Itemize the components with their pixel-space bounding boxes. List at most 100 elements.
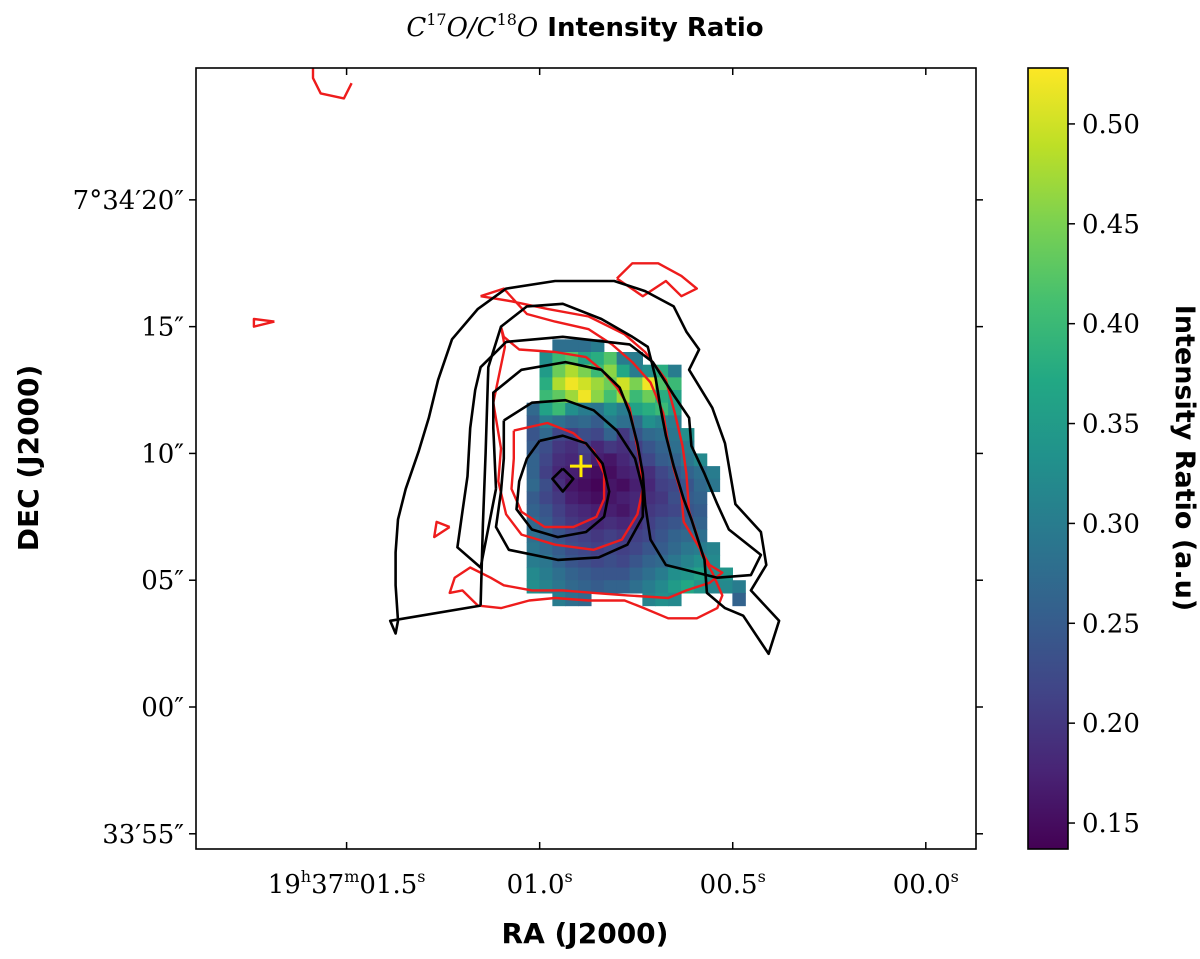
y-tick-label: 15″ (141, 313, 184, 343)
heatmap-pixel (642, 415, 656, 429)
peak-position-marker (569, 455, 592, 478)
heatmap-pixel (590, 428, 605, 442)
heatmap-pixel (655, 453, 669, 467)
heatmap-pixel (565, 491, 579, 505)
colorbar-tick-label: 0.30 (1082, 509, 1140, 539)
heatmap-pixel (578, 339, 592, 353)
heatmap-pixel (578, 567, 592, 581)
heatmap-pixel (616, 415, 631, 429)
heatmap-pixel (616, 478, 631, 493)
heatmap-pixel (539, 390, 553, 404)
red-contour (616, 262, 698, 298)
heatmap-pixel (668, 491, 682, 505)
heatmap-pixel (642, 554, 656, 569)
heatmap-pixel (552, 504, 566, 518)
heatmap-pixel (590, 580, 605, 594)
heatmap-pixel (590, 352, 605, 366)
heatmap-pixel (693, 504, 708, 518)
heatmap-pixel (706, 466, 721, 480)
chart-title: C17O/C18O Intensity Ratio (406, 10, 763, 43)
y-tick-label: 33′55″ (102, 820, 184, 850)
heatmap-pixel (539, 402, 553, 416)
heatmap-pixel (616, 453, 631, 467)
red-contour (492, 326, 644, 551)
heatmap-pixel (578, 580, 592, 594)
heatmap-pixel (642, 580, 656, 594)
heatmap-pixel (680, 466, 695, 480)
heatmap-pixel (655, 580, 669, 594)
heatmap-pixel (655, 567, 669, 581)
black-contour (551, 467, 575, 493)
heatmap-pixel (526, 504, 541, 518)
heatmap-pixel (565, 453, 579, 467)
heatmap-pixel (668, 516, 682, 531)
heatmap-pixel (693, 516, 708, 531)
heatmap-pixel (603, 453, 618, 467)
heatmap-pixel (655, 466, 669, 480)
heatmap-pixel (552, 592, 566, 607)
heatmap-pixel (603, 440, 618, 455)
colorbar-tick-label: 0.35 (1082, 410, 1140, 440)
colorbar-tick-label: 0.50 (1082, 110, 1140, 140)
heatmap-pixel (539, 440, 553, 455)
colorbar (1027, 67, 1069, 850)
colorbar-tick-label: 0.15 (1082, 809, 1140, 839)
y-tick-label: 7°34′20″ (73, 186, 185, 216)
red-contour (448, 287, 724, 620)
heatmap-pixel (642, 453, 656, 467)
heatmap-pixel (565, 466, 579, 480)
heatmap-pixel (603, 567, 618, 581)
heatmap-pixel (539, 466, 553, 480)
heatmap-pixel (552, 491, 566, 505)
x-tick-label: 19h37m01.5s (268, 867, 426, 900)
black-contour (388, 279, 781, 656)
heatmap-pixel (565, 415, 579, 429)
marker-layer (569, 455, 592, 478)
x-tick-label: 00.5s (700, 867, 766, 900)
heatmap-pixel (642, 466, 656, 480)
colorbar-ticks: 0.15 0.20 0.25 0.30 0.35 0.40 0.45 0.50 (1068, 110, 1140, 839)
heatmap-pixel (590, 390, 605, 404)
colorbar-tick-label: 0.40 (1082, 310, 1140, 340)
heatmap-pixel (539, 504, 553, 518)
heatmap-pixel (655, 504, 669, 518)
plot-frame (195, 67, 977, 850)
heatmap-pixel (655, 491, 669, 505)
heatmap-pixel (578, 390, 592, 404)
red-contour (311, 68, 353, 100)
heatmap-pixel (539, 567, 553, 581)
colorbar-tick-label: 0.25 (1082, 609, 1140, 639)
heatmap-pixel (629, 580, 643, 594)
contour-layer (252, 68, 781, 656)
heatmap-pixel (668, 504, 682, 518)
plot-area: 19h37m01.5s 01.0s 00.5s 00.0s 7°34′20″ 15″ 10… (73, 67, 983, 900)
heatmap-pixel (603, 580, 618, 594)
colorbar-tick-label: 0.45 (1082, 210, 1140, 240)
heatmap-pixel (552, 364, 566, 378)
heatmap-pixel (668, 580, 682, 594)
heatmap-pixel (526, 542, 541, 556)
heatmap-pixel (590, 478, 605, 493)
y-tick-label: 10″ (141, 439, 184, 469)
black-contour (494, 398, 645, 562)
heatmap-pixel (565, 402, 579, 416)
heatmap-pixel (526, 554, 541, 569)
x-tick-label: 00.0s (893, 867, 959, 900)
heatmap-pixel (616, 491, 631, 505)
x-axis-ticks: 19h37m01.5s 01.0s 00.5s 00.0s (268, 68, 959, 900)
heatmap-pixel (616, 352, 631, 366)
heatmap-pixel (578, 478, 592, 493)
heatmap-pixel (668, 529, 682, 543)
heatmap-pixel (732, 592, 746, 607)
heatmap-pixel (526, 402, 541, 416)
heatmap-pixel (539, 364, 553, 378)
heatmap-pixel (629, 377, 643, 391)
heatmap-pixel (552, 377, 566, 391)
heatmap-pixel (578, 491, 592, 505)
heatmap-pixel (616, 516, 631, 531)
heatmap-pixel (603, 554, 618, 569)
heatmap-pixel (642, 440, 656, 455)
heatmap-pixel (668, 567, 682, 581)
heatmap-pixel (668, 364, 682, 378)
